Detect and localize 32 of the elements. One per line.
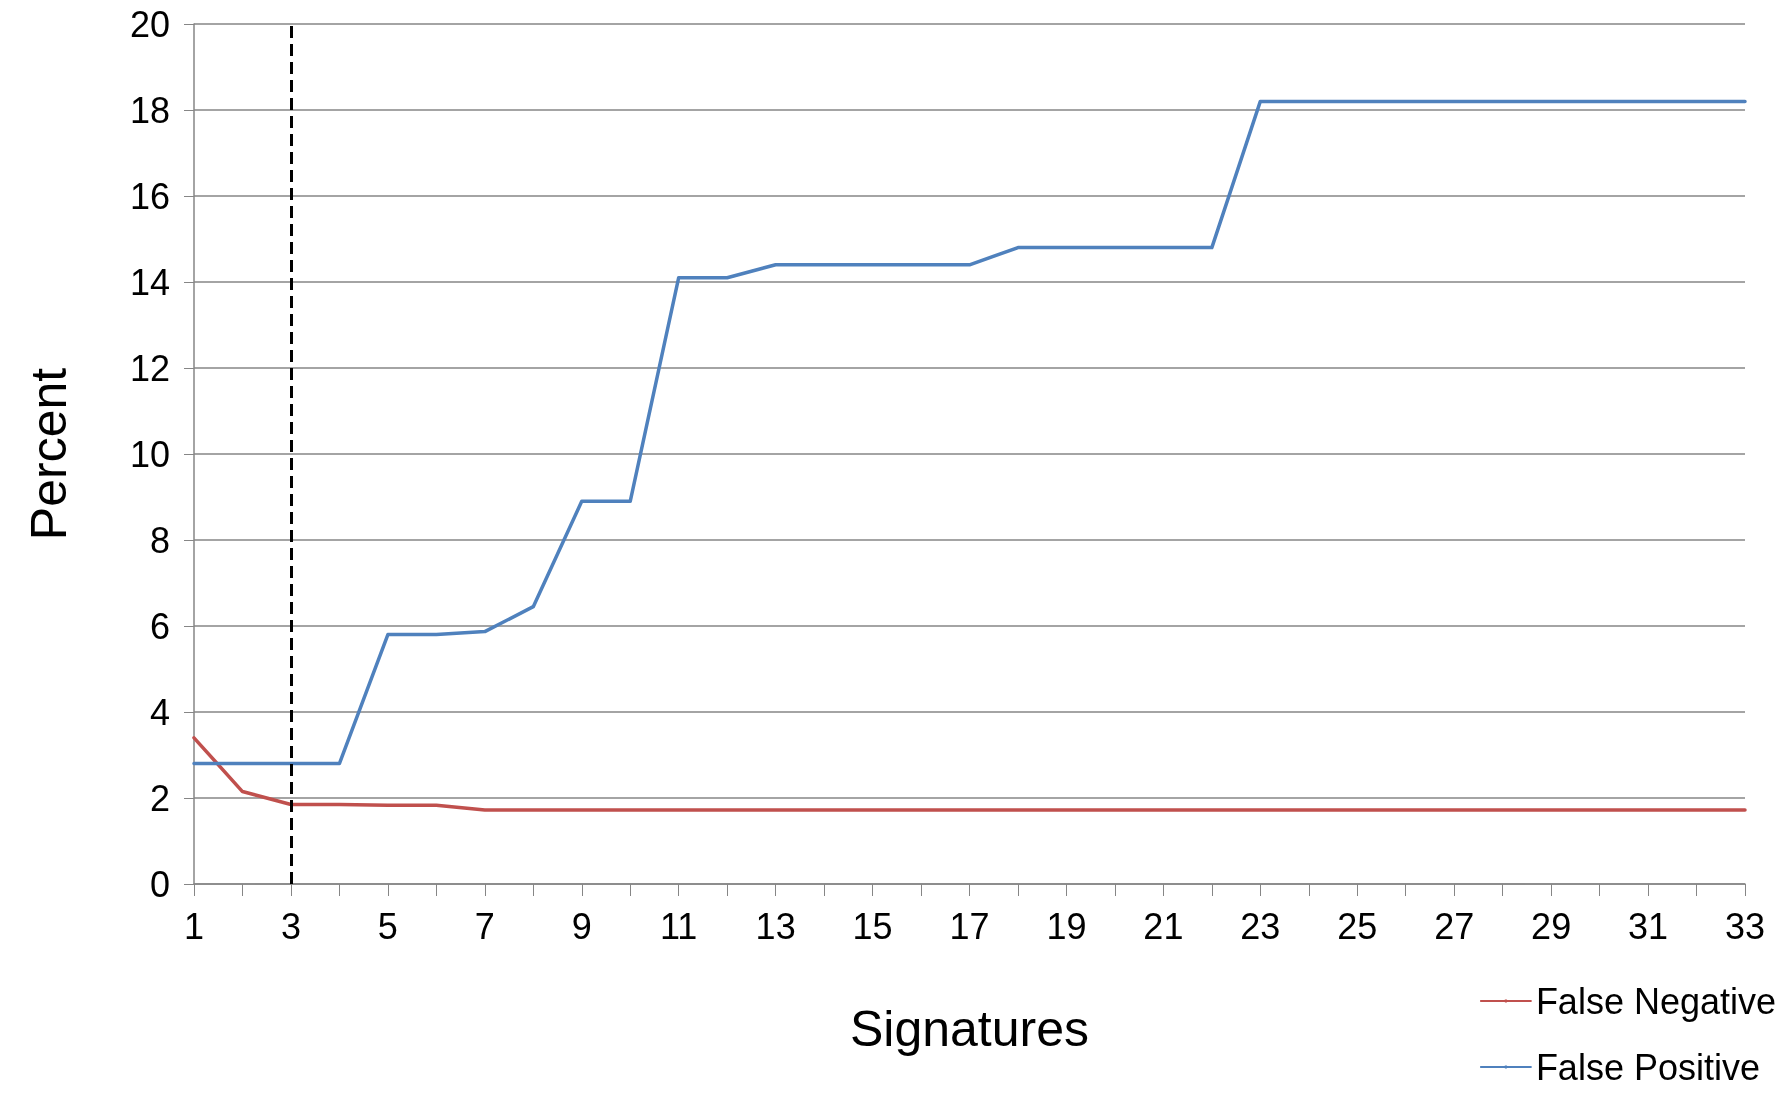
x-tick-label: 27 [1434, 905, 1475, 947]
y-tick-label: 14 [129, 261, 170, 303]
x-tick-label: 31 [1628, 905, 1669, 947]
y-tick-label: 12 [129, 347, 170, 389]
x-tick-label: 21 [1143, 905, 1184, 947]
x-tick-label: 5 [377, 905, 398, 947]
x-tick-label: 11 [660, 905, 698, 947]
y-tick-label: 16 [129, 175, 170, 217]
x-tick-label: 7 [474, 905, 495, 947]
y-axis-title: Percent [21, 367, 77, 541]
x-tick-label: 29 [1531, 905, 1572, 947]
x-tick-label: 25 [1337, 905, 1378, 947]
x-tick-label: 1 [183, 905, 205, 947]
y-tick-label: 6 [149, 605, 170, 647]
x-tick-label: 13 [755, 905, 796, 947]
x-tick-label: 3 [280, 905, 301, 947]
x-tick-label: 17 [949, 905, 990, 947]
legend-label: False Negative [1535, 980, 1777, 1022]
x-axis-title: Signatures [849, 1001, 1090, 1057]
x-tick-label: 9 [571, 905, 592, 947]
y-tick-label: 20 [129, 3, 170, 45]
y-tick-label: 10 [129, 433, 170, 475]
x-tick-label: 23 [1240, 905, 1281, 947]
x-tick-label: 19 [1046, 905, 1087, 947]
x-tick-label: 15 [852, 905, 893, 947]
legend-label: False Positive [1535, 1046, 1760, 1088]
y-tick-label: 8 [149, 519, 170, 561]
y-tick-label: 4 [149, 691, 170, 733]
y-tick-label: 2 [149, 777, 170, 819]
x-tick-label: 33 [1724, 905, 1766, 947]
y-tick-label: 18 [129, 89, 170, 131]
y-tick-label: 0 [149, 863, 170, 905]
